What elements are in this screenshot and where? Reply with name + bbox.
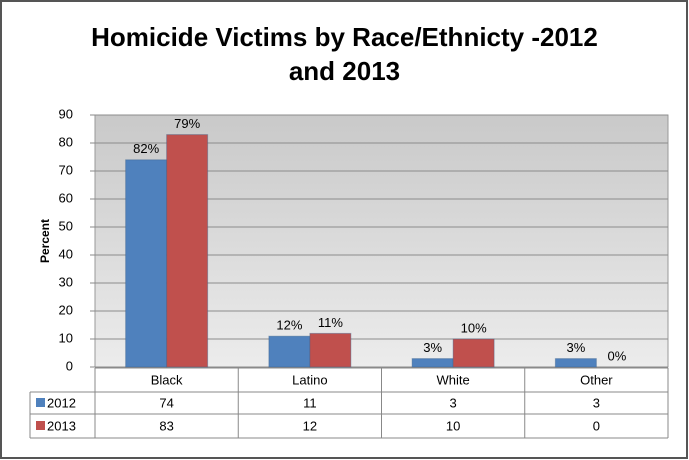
y-axis-label: Percent bbox=[38, 219, 52, 263]
data-label: 12% bbox=[276, 318, 302, 333]
y-tick-label: 60 bbox=[59, 190, 73, 205]
data-label: 3% bbox=[423, 340, 442, 355]
y-tick-label: 50 bbox=[59, 218, 73, 233]
y-tick-label: 40 bbox=[59, 246, 73, 261]
table-cell: 10 bbox=[446, 418, 460, 433]
bar bbox=[166, 134, 209, 368]
y-tick-label: 0 bbox=[66, 358, 73, 373]
y-tick-label: 80 bbox=[59, 134, 73, 149]
x-tick-label: Black bbox=[151, 372, 183, 387]
bar bbox=[411, 358, 454, 368]
y-tick-label: 20 bbox=[59, 302, 73, 317]
bar bbox=[452, 338, 495, 368]
legend-label: 2013 bbox=[47, 418, 76, 433]
table-cell: 11 bbox=[303, 395, 317, 410]
table-cell: 74 bbox=[159, 395, 173, 410]
x-tick-label: White bbox=[437, 372, 470, 387]
chart-title: Homicide Victims by Race/Ethnicty -2012 … bbox=[91, 22, 598, 86]
y-tick-label: 30 bbox=[59, 274, 73, 289]
y-tick-label: 70 bbox=[59, 162, 73, 177]
data-label: 11% bbox=[318, 315, 343, 330]
bar bbox=[554, 358, 597, 368]
bar bbox=[309, 332, 352, 368]
bar bbox=[125, 159, 168, 368]
y-tick-label: 10 bbox=[59, 330, 73, 345]
y-tick-label: 90 bbox=[59, 106, 73, 121]
legend-swatch bbox=[36, 398, 45, 407]
x-tick-label: Other bbox=[580, 372, 613, 387]
data-label: 82% bbox=[133, 141, 159, 156]
table-cell: 12 bbox=[303, 418, 317, 433]
legend-swatch bbox=[36, 421, 45, 430]
data-label: 79% bbox=[174, 116, 200, 131]
x-tick-label: Latino bbox=[292, 372, 327, 387]
legend-label: 2012 bbox=[47, 395, 76, 410]
table-cell: 0 bbox=[593, 418, 600, 433]
data-label: 0% bbox=[607, 348, 626, 363]
data-label: 3% bbox=[566, 340, 585, 355]
data-label: 10% bbox=[461, 320, 487, 335]
title-box: Homicide Victims by Race/Ethnicty -2012 … bbox=[0, 20, 689, 88]
table-cell: 3 bbox=[593, 395, 600, 410]
bar bbox=[268, 335, 311, 368]
table-cell: 3 bbox=[450, 395, 457, 410]
table-cell: 83 bbox=[159, 418, 173, 433]
